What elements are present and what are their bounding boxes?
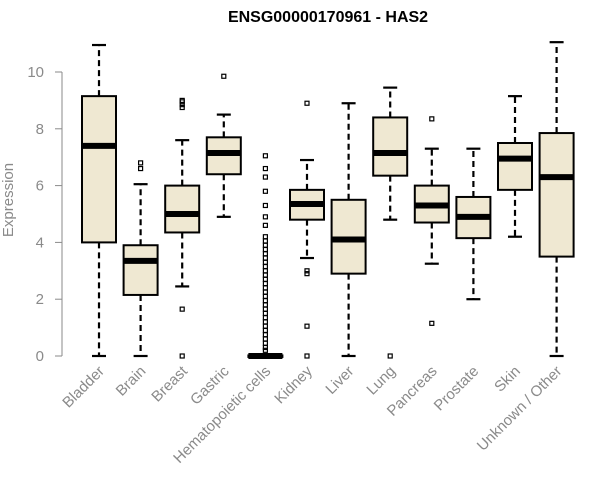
outlier-point [262, 315, 268, 321]
outlier-point [429, 116, 435, 122]
outlier-point [304, 353, 310, 359]
y-axis-label: Expression [0, 163, 17, 237]
outlier-point [138, 165, 144, 172]
box-group [497, 95, 533, 238]
outlier-point [138, 160, 144, 166]
x-tick-label: Breast [148, 362, 191, 405]
outlier-point [262, 332, 268, 338]
outlier-point [262, 302, 268, 308]
outlier-point [262, 222, 268, 228]
outlier-point [179, 104, 185, 111]
y-tick-label: 6 [36, 178, 44, 195]
outlier-point [262, 165, 268, 172]
box-group [247, 153, 284, 359]
box-group [81, 43, 117, 358]
x-tick-label: Prostate [431, 363, 483, 415]
outlier-point [262, 188, 268, 194]
box-group [205, 73, 242, 218]
outlier-point [262, 336, 268, 342]
outlier-point [262, 242, 268, 248]
outlier-point [262, 214, 268, 220]
outlier-point [262, 306, 268, 312]
outlier-point [179, 353, 185, 359]
y-tick-label: 0 [36, 348, 44, 365]
outlier-point [262, 272, 268, 278]
outlier-point [262, 153, 268, 159]
y-tick-label: 10 [27, 64, 44, 81]
outlier-point [262, 340, 268, 346]
outlier-point [262, 276, 268, 282]
outlier-point [387, 353, 393, 359]
box [81, 95, 117, 244]
y-tick-label: 4 [36, 234, 44, 251]
outlier-point [262, 319, 268, 325]
box-group [372, 86, 409, 359]
outlier-point [179, 306, 185, 312]
outlier-point [262, 327, 268, 334]
chart-title: ENSG00000170961 - HAS2 [228, 9, 428, 26]
box-group [413, 116, 450, 326]
box-group [538, 41, 575, 358]
outlier-point [179, 97, 185, 104]
outlier-point [262, 280, 268, 287]
box-group [289, 100, 325, 359]
outlier-point [262, 310, 268, 316]
outlier-point [304, 268, 310, 274]
outlier-point [304, 323, 310, 329]
x-tick-label: Bladder [59, 363, 108, 412]
box [372, 116, 409, 177]
outlier-point [262, 202, 268, 209]
outlier-point [262, 251, 268, 257]
outlier-point [262, 259, 268, 265]
y-tick-label: 2 [36, 291, 44, 308]
outlier-point [262, 285, 268, 291]
outlier-point [262, 234, 268, 240]
outlier-point [304, 100, 310, 106]
outlier-point [429, 320, 435, 326]
box-group [455, 147, 492, 301]
outlier-point [262, 255, 268, 261]
outlier-point [262, 347, 268, 353]
outlier-point [221, 73, 227, 79]
y-tick-label: 8 [36, 121, 44, 138]
y-ticks: 0 2 4 6 8 10 [27, 64, 62, 365]
boxes-group [81, 41, 575, 359]
outlier-point [262, 268, 268, 274]
box [122, 244, 159, 296]
outlier-point [262, 238, 268, 244]
box-group [164, 97, 201, 359]
outlier-point [262, 174, 268, 180]
box [164, 184, 201, 234]
outlier-point [262, 298, 268, 304]
x-tick-label: Brain [113, 363, 150, 400]
box [497, 142, 533, 191]
x-tick-label: Kidney [271, 362, 316, 407]
box [538, 132, 575, 258]
x-tick-label: Liver [322, 363, 357, 398]
outlier-point [262, 293, 268, 299]
outlier-point [304, 271, 310, 277]
x-tick-label: Lung [363, 363, 399, 399]
box-group [330, 102, 367, 358]
outlier-point [262, 263, 268, 270]
outlier-point [262, 289, 268, 295]
box-group [122, 160, 159, 358]
outlier-point [262, 323, 268, 329]
outlier-point [262, 246, 268, 253]
x-tick-label: Skin [491, 363, 524, 396]
